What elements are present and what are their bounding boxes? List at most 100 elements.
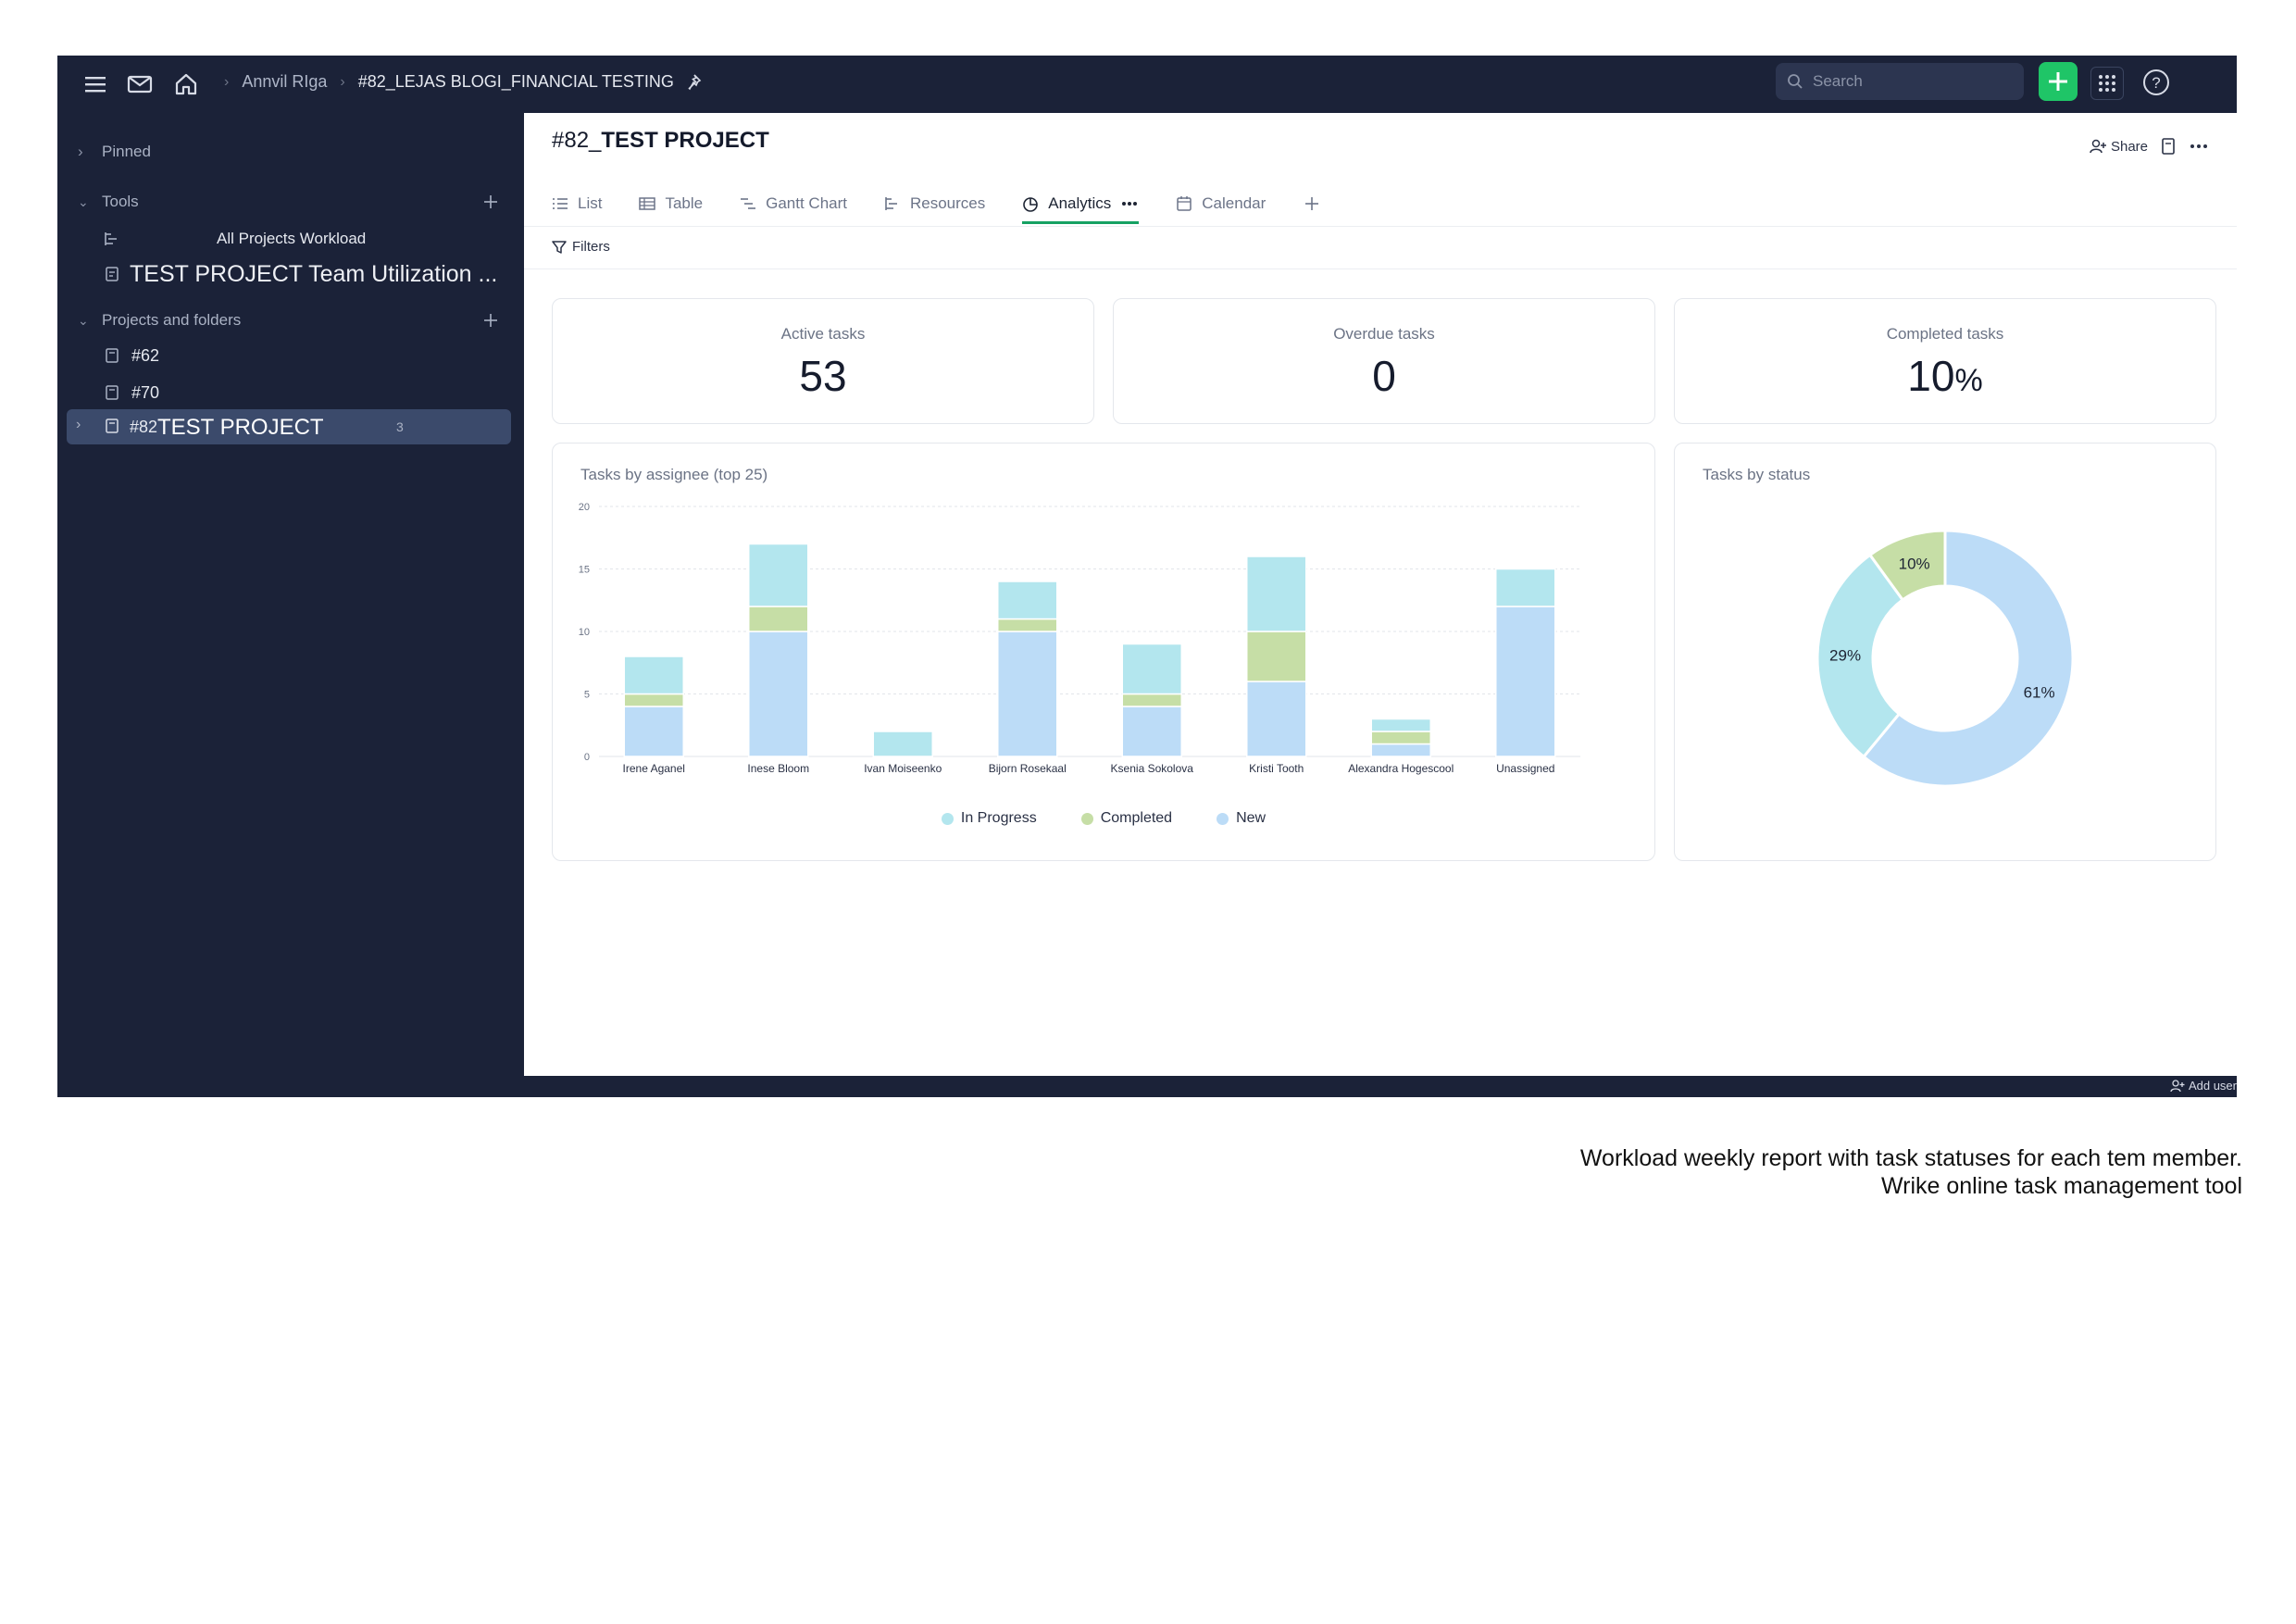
add-tool-icon[interactable] (481, 193, 500, 211)
slice-label: 61% (2024, 684, 2055, 702)
app-window: › Annvil RIga › #82_LEJAS BLOGI_FINANCIA… (57, 56, 2237, 1097)
workload-icon (105, 232, 117, 245)
y-tick-label: 0 (584, 752, 590, 763)
create-new-button[interactable] (2039, 62, 2078, 101)
overdue-tasks-card[interactable]: Overdue tasks 0 (1113, 298, 1655, 424)
x-tick-label: Kristi Tooth (1249, 762, 1304, 775)
bar-segment (623, 693, 684, 707)
legend-item[interactable]: Completed (1080, 810, 1172, 827)
sidebar-section-tools[interactable]: ⌄ Tools (78, 185, 139, 219)
add-user-label: Add user (2188, 1079, 2237, 1093)
sidebar-item-label: All Projects Workload (217, 230, 367, 247)
chevron-down-icon: ⌄ (78, 312, 89, 328)
tab-table[interactable]: Table (639, 183, 703, 224)
x-tick-label: Ivan Moiseenko (864, 762, 942, 775)
menu-icon[interactable] (81, 70, 109, 98)
sidebar-item-team-utilization[interactable]: TEST PROJECT Team Utilization ... (104, 257, 497, 291)
x-tick-label: Irene Aganel (623, 762, 685, 775)
chevron-right-icon: › (340, 73, 345, 90)
share-button[interactable]: Share (2089, 138, 2148, 155)
filter-icon (552, 240, 567, 254)
legend-swatch (1080, 812, 1093, 825)
apps-button[interactable] (2090, 67, 2124, 100)
project-count-badge: 3 (396, 419, 404, 434)
bar-segment (748, 606, 809, 632)
more-options-icon[interactable] (2189, 137, 2209, 156)
tab-label: Resources (909, 194, 986, 212)
project-icon (106, 418, 119, 433)
plus-icon (2049, 72, 2067, 91)
bar-segment (1246, 631, 1307, 682)
legend-swatch (1217, 812, 1229, 825)
donut-slice (1861, 529, 2075, 788)
project-name: TEST PROJECT (157, 415, 324, 440)
mail-icon[interactable] (126, 70, 154, 98)
tab-list[interactable]: List (552, 183, 602, 224)
add-user-button[interactable]: Add user (2170, 1079, 2237, 1093)
bar-segment (997, 618, 1058, 632)
bar-segment (1121, 706, 1182, 757)
stat-value-group: 10% (1675, 351, 2215, 401)
y-tick-label: 20 (579, 502, 590, 513)
chart-title: Tasks by status (1703, 466, 1811, 483)
add-project-icon[interactable] (481, 311, 500, 330)
help-icon: ? (2143, 69, 2169, 95)
tab-more-icon[interactable] (1120, 199, 1139, 208)
section-label: Pinned (102, 143, 151, 160)
bar-segment (1370, 731, 1431, 745)
stat-value: 0 (1372, 352, 1396, 400)
legend-item[interactable]: New (1217, 810, 1266, 827)
tab-analytics[interactable]: Analytics (1022, 183, 1140, 224)
grid-icon (2099, 75, 2115, 92)
completed-tasks-card[interactable]: Completed tasks 10% (1674, 298, 2216, 424)
chevron-down-icon: ⌄ (78, 194, 89, 209)
page-title: #82_TEST PROJECT (552, 128, 769, 154)
home-icon[interactable] (172, 70, 200, 98)
pin-icon[interactable] (687, 73, 705, 92)
share-user-icon (2090, 139, 2106, 154)
sidebar-item-label: #70 (131, 382, 160, 402)
x-tick-label: Unassigned (1496, 762, 1554, 775)
search-input[interactable]: Search (1776, 63, 2024, 100)
legend-item[interactable]: In Progress (941, 810, 1037, 827)
bar-segment (872, 731, 933, 757)
bar-segment (1246, 556, 1307, 632)
document-icon[interactable] (2161, 137, 2176, 156)
breadcrumb-project[interactable]: #82_LEJAS BLOGI_FINANCIAL TESTING (357, 72, 674, 91)
tasks-by-status-card: Tasks by status 61% 29% 10% (1674, 443, 2216, 861)
bar-segment (997, 631, 1058, 757)
stat-unit: % (1954, 363, 1983, 398)
sidebar-section-projects[interactable]: ⌄ Projects and folders (78, 304, 241, 337)
sidebar-item-project-70[interactable]: #70 (104, 376, 159, 409)
donut-chart: 61% 29% 10% (1816, 529, 2075, 788)
report-icon (106, 267, 119, 281)
slice-label: 10% (1899, 555, 1930, 572)
tab-label: List (578, 194, 603, 212)
filters-button[interactable]: Filters (552, 239, 610, 255)
legend-label: New (1236, 810, 1267, 826)
bar-segment (748, 543, 809, 607)
active-tasks-card[interactable]: Active tasks 53 (552, 298, 1094, 424)
sidebar-section-pinned[interactable]: › Pinned (78, 135, 151, 169)
bar-segment (997, 581, 1058, 620)
stat-label: Active tasks (780, 325, 866, 343)
project-prefix: #82 (130, 418, 158, 436)
tab-gantt-chart[interactable]: Gantt Chart (740, 183, 847, 224)
help-button[interactable]: ? (2140, 67, 2172, 98)
tab-resources[interactable]: Resources (884, 183, 985, 224)
sidebar-item-test-project[interactable]: › #82 TEST PROJECT 3 (67, 409, 511, 444)
donut-slice (1816, 553, 1905, 759)
x-tick-label: Bijorn Rosekaal (989, 762, 1067, 775)
list-icon (553, 198, 568, 209)
section-label: Projects and folders (102, 311, 242, 329)
add-view-button[interactable] (1303, 183, 1321, 224)
tab-calendar[interactable]: Calendar (1176, 183, 1266, 224)
bar-segment (1121, 693, 1182, 707)
sidebar-item-all-projects-workload[interactable]: All Projects Workload (104, 222, 366, 256)
breadcrumb-user[interactable]: Annvil RIga (242, 72, 328, 91)
top-bar: › Annvil RIga › #82_LEJAS BLOGI_FINANCIA… (57, 56, 2237, 113)
divider (524, 226, 2237, 227)
plus-icon (1305, 197, 1319, 210)
tasks-by-assignee-card: Tasks by assignee (top 25) 0 5 10 15 20 Irene… (552, 443, 1655, 861)
sidebar-item-project-62[interactable]: #62 (104, 339, 159, 372)
